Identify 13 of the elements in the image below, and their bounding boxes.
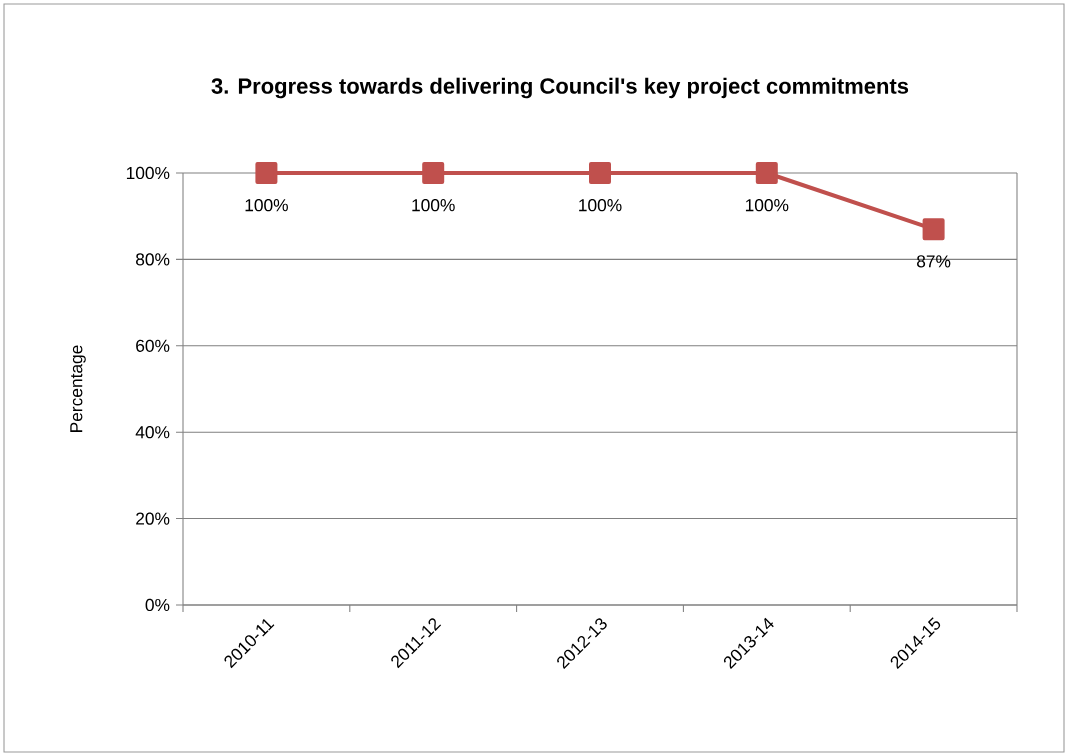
data-label: 100% (412, 199, 455, 212)
y-axis-title: Percentage (70, 345, 86, 432)
y-tick-label: 60% (136, 339, 170, 352)
y-tick-label: 20% (136, 512, 170, 525)
data-label: 100% (745, 199, 789, 212)
y-tick-label: 40% (135, 426, 170, 439)
y-tick-label: 0% (145, 598, 170, 612)
y-tick-label: 80% (136, 253, 170, 266)
data-label: 100% (579, 199, 622, 212)
y-tick-label: 100% (126, 166, 170, 180)
data-label: 100% (245, 199, 288, 212)
data-label: 87% (917, 255, 951, 268)
chart-title: 3. Progress towards delivering Council's key project commitments (211, 77, 909, 99)
